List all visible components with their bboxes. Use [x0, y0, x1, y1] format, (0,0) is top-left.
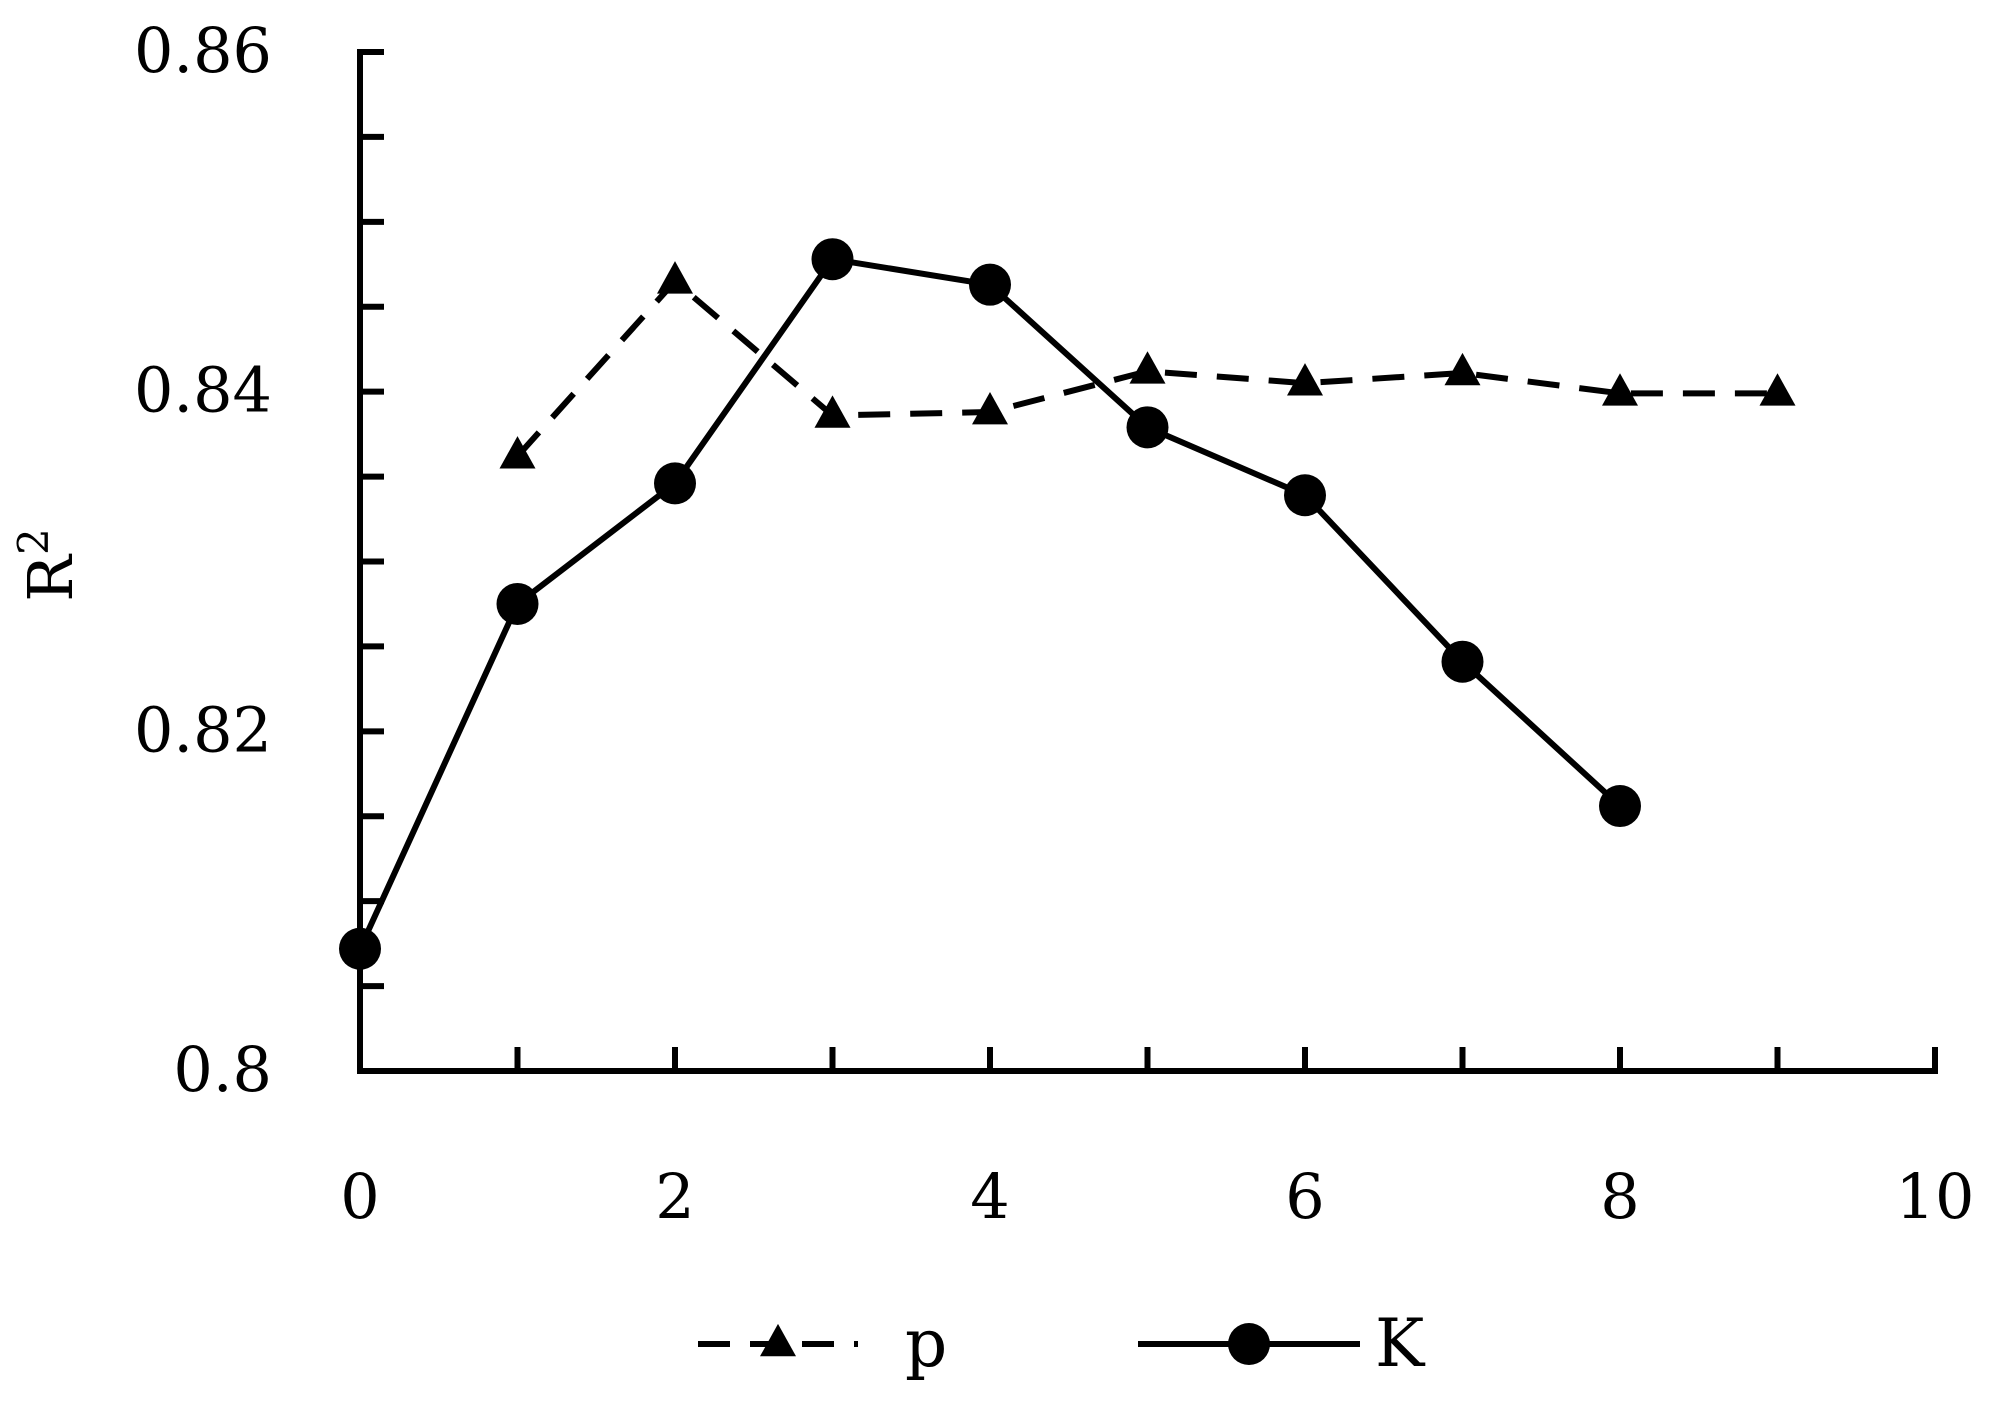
data-point-K [496, 582, 539, 625]
legend-marker-p [760, 1323, 796, 1357]
data-point-K [1284, 474, 1326, 517]
y-axis-label-base: R [14, 553, 87, 602]
data-point-K [1441, 640, 1484, 683]
data-point-p [1287, 363, 1323, 396]
y-tick-label: 0.86 [134, 14, 272, 87]
legend-label-K: K [1375, 1305, 1426, 1382]
data-point-K [1126, 406, 1169, 449]
series-p [499, 261, 1796, 469]
x-axis-ticks [514, 1047, 1938, 1071]
legend-marker-K [1228, 1323, 1270, 1365]
x-tick-label: 6 [1285, 1160, 1324, 1233]
x-tick-label: 0 [340, 1160, 379, 1233]
y-tick-label: 0.84 [134, 354, 272, 427]
y-axis-ticks [360, 49, 384, 1074]
data-point-p [814, 395, 851, 428]
series-layer [339, 238, 1796, 970]
data-point-p [1444, 352, 1481, 386]
legend-item-p: p [698, 1305, 947, 1382]
data-point-p [972, 391, 1008, 425]
data-point-p [1759, 373, 1796, 406]
data-point-K [969, 263, 1011, 306]
data-point-p [1129, 351, 1166, 384]
y-tick-label: 0.8 [173, 1033, 272, 1106]
data-point-K [811, 238, 854, 281]
y-axis-label: R2 [9, 528, 87, 601]
legend-label-p: p [905, 1305, 947, 1382]
data-point-p [499, 436, 536, 469]
x-tick-label: 8 [1600, 1160, 1639, 1233]
x-tick-label: 4 [970, 1160, 1009, 1233]
series-line-K [357, 256, 1623, 950]
y-axis-tick-labels: 0.8 0.82 0.84 0.86 [134, 14, 272, 1106]
data-point-K [1599, 785, 1641, 828]
y-tick-label: 0.82 [134, 693, 272, 766]
data-point-p [657, 261, 693, 294]
series-K [339, 238, 1641, 970]
data-point-K [339, 927, 381, 970]
data-point-p [1602, 373, 1638, 406]
axes [357, 49, 1938, 1074]
y-axis-label-superscript: 2 [9, 528, 58, 555]
legend-item-K: K [1138, 1305, 1426, 1382]
x-tick-label: 2 [655, 1160, 694, 1233]
x-axis-tick-labels: 0 2 4 6 8 10 [340, 1160, 1974, 1233]
data-point-K [654, 462, 696, 505]
x-tick-label: 10 [1896, 1160, 1975, 1233]
